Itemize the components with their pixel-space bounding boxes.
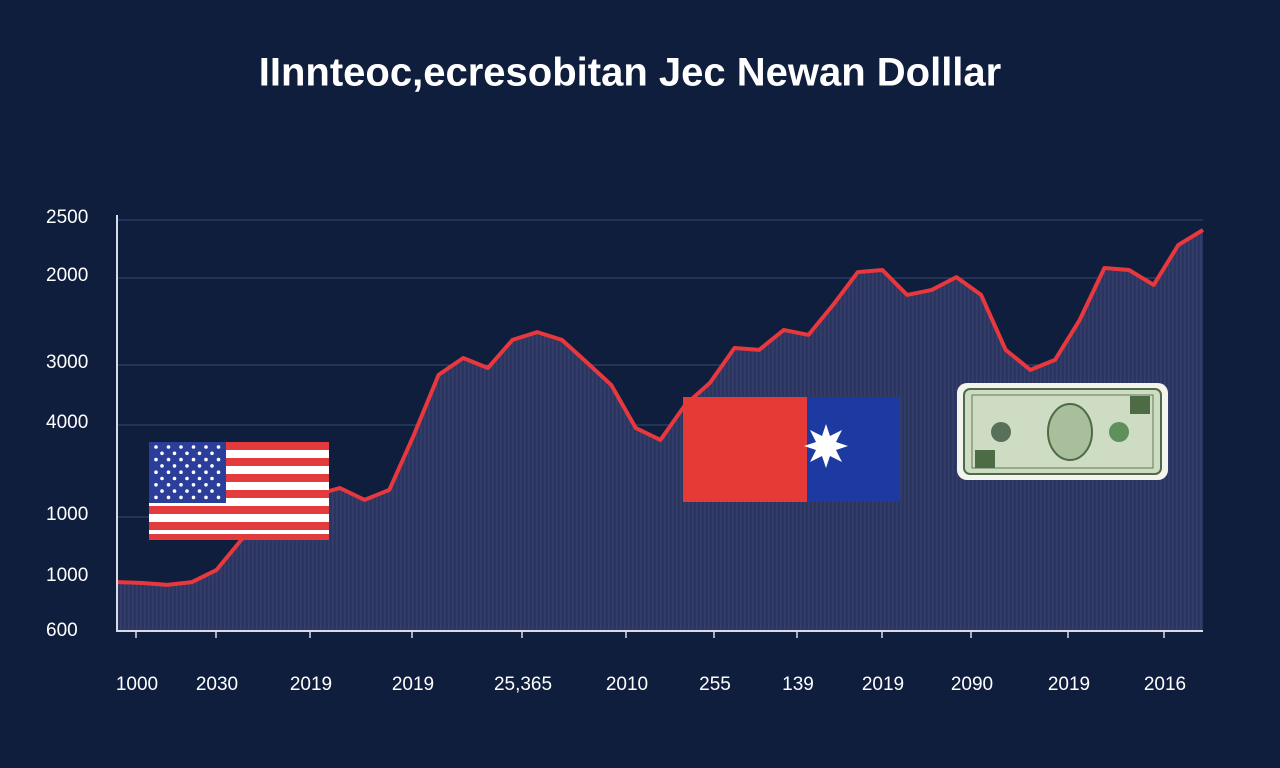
flag-star (197, 476, 202, 481)
flag-star (166, 457, 171, 462)
axes (116, 215, 1203, 632)
flag-star (204, 470, 208, 475)
y-tick-label: 1000 (46, 504, 88, 525)
flag-star (166, 470, 171, 475)
flag-star (191, 495, 196, 500)
flag-star (166, 495, 171, 500)
flag-star (197, 464, 202, 468)
flag-star (172, 476, 177, 481)
y-tick-label: 3000 (46, 352, 88, 373)
flag-star (179, 470, 183, 475)
x-tick-label: 2019 (862, 674, 904, 695)
y-tick-label: 2500 (46, 207, 88, 228)
flag-star (191, 457, 196, 462)
flag-star (154, 495, 158, 500)
flag-star (185, 476, 189, 481)
x-tick-label: 255 (699, 674, 731, 695)
y-tick-label: 1000 (46, 565, 88, 586)
flag-star (191, 470, 196, 475)
flag-star (160, 489, 164, 493)
flag-star (210, 489, 214, 493)
flag-star (185, 451, 189, 456)
flag-star (210, 451, 214, 456)
flag-star (179, 457, 183, 462)
flag-star (216, 470, 221, 475)
x-tick-label: 2016 (1144, 674, 1186, 695)
flag-star (179, 445, 183, 449)
flag-star (160, 476, 164, 481)
x-tick-label: 1000 (116, 674, 158, 695)
flag-star (204, 457, 208, 462)
dollar-bill (957, 383, 1168, 480)
flag-star (191, 483, 196, 487)
flag-star (179, 495, 183, 500)
flag-star (160, 464, 164, 468)
flag-star (154, 445, 158, 449)
x-tick-label: 2019 (290, 674, 332, 695)
chart-title: IInnteoc,ecresobitan Jec Newan Dolllar (259, 51, 1001, 95)
x-tick-label: 25,365 (494, 674, 552, 695)
flag-star (154, 457, 158, 462)
x-tick-label: 2010 (606, 674, 648, 695)
flag-star (154, 470, 158, 475)
flag-star (210, 464, 214, 468)
flag (683, 397, 900, 502)
flag-star (197, 451, 202, 456)
y-tick-label: 2000 (46, 265, 88, 286)
flag-star (216, 457, 221, 462)
flag-star (179, 483, 183, 487)
flag-star (185, 489, 189, 493)
x-tick-label: 2090 (951, 674, 993, 695)
flag-star (166, 483, 171, 487)
flag-star (166, 445, 171, 449)
x-tick-label: 2019 (1048, 674, 1090, 695)
flag-star (216, 483, 221, 487)
flag-star (204, 445, 208, 449)
flag-star (216, 495, 221, 500)
decorations (149, 383, 1168, 540)
flag-star (204, 483, 208, 487)
y-tick-label: 600 (46, 620, 78, 641)
flag-star (172, 489, 177, 493)
flag-star (185, 464, 189, 468)
us-flag (149, 442, 329, 540)
x-tick-label: 2019 (392, 674, 434, 695)
flag-star (210, 476, 214, 481)
x-tick-label: 139 (782, 674, 814, 695)
flag-star (204, 495, 208, 500)
flag-star (197, 489, 202, 493)
flag-star (154, 483, 158, 487)
flag-star (160, 451, 164, 456)
flag-star (172, 464, 177, 468)
area (118, 230, 1203, 631)
x-tick-label: 2030 (196, 674, 238, 695)
flag-star (191, 445, 196, 449)
flag-star (216, 445, 221, 449)
y-tick-label: 4000 (46, 412, 88, 433)
flag-star (172, 451, 177, 456)
